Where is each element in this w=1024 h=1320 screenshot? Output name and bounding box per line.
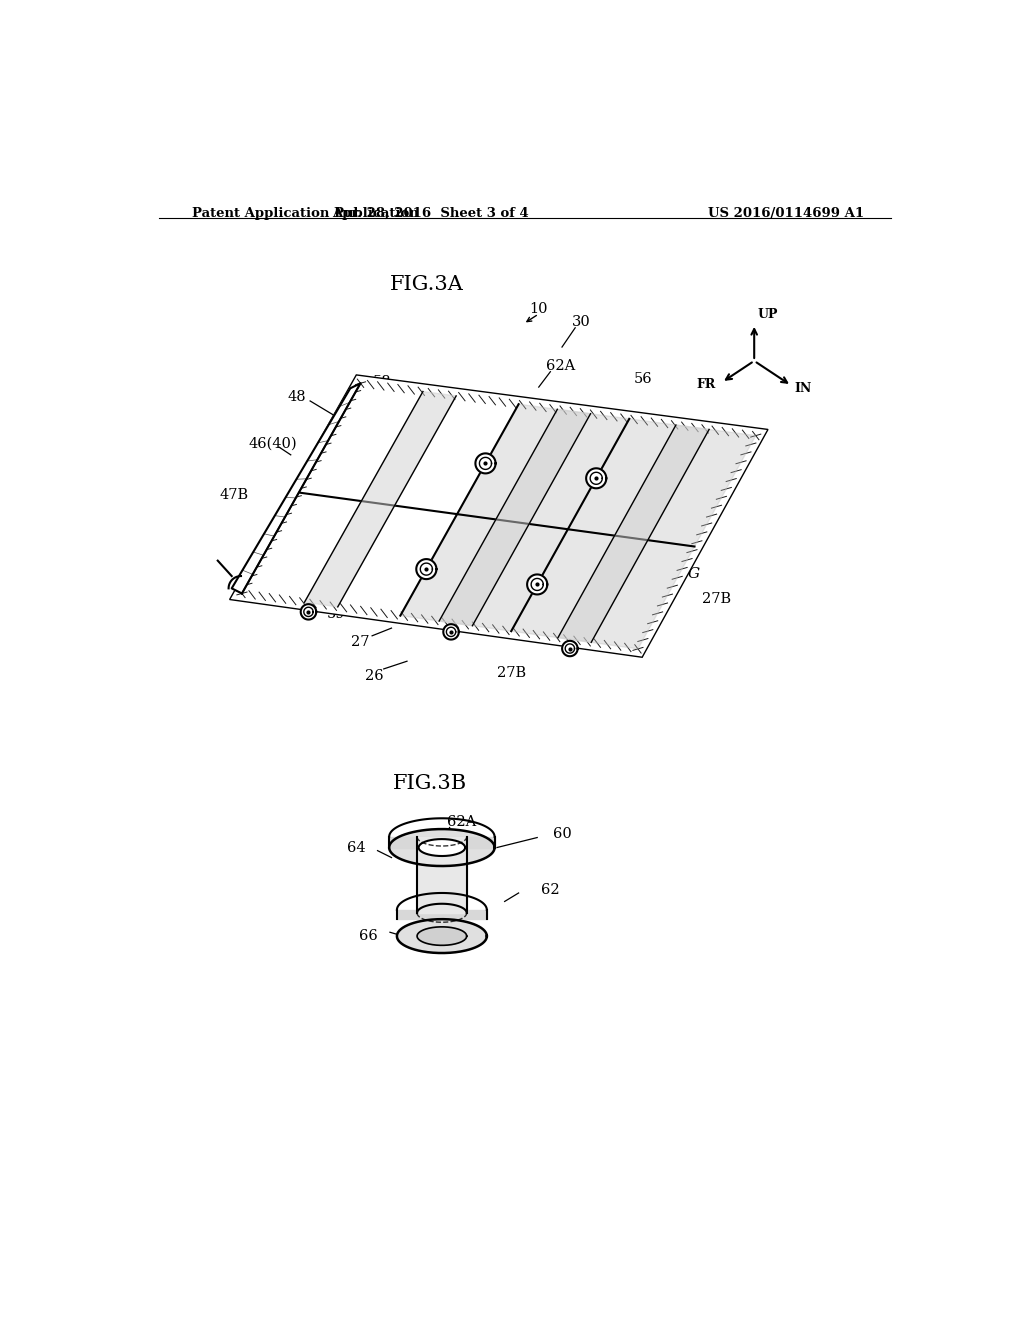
Text: 59: 59: [327, 607, 345, 622]
Text: 58: 58: [289, 578, 308, 593]
Polygon shape: [397, 919, 486, 953]
Text: 27B: 27B: [702, 591, 731, 606]
Polygon shape: [229, 375, 768, 657]
Text: Apr. 28, 2016  Sheet 3 of 4: Apr. 28, 2016 Sheet 3 of 4: [332, 207, 528, 220]
Text: 62A: 62A: [546, 359, 575, 374]
Text: 10: 10: [529, 301, 548, 315]
Circle shape: [417, 560, 436, 579]
Text: 64: 64: [347, 841, 366, 854]
Circle shape: [443, 624, 459, 640]
Text: UP: UP: [758, 308, 778, 321]
Polygon shape: [558, 425, 709, 643]
Polygon shape: [419, 840, 465, 855]
Text: 30: 30: [572, 315, 591, 330]
Circle shape: [475, 453, 496, 474]
Text: 27B: 27B: [497, 665, 526, 680]
Text: 20: 20: [262, 564, 281, 577]
Polygon shape: [242, 383, 756, 649]
Circle shape: [562, 640, 578, 656]
Text: G: G: [602, 606, 614, 619]
Text: G: G: [599, 502, 610, 516]
Text: 26: 26: [366, 669, 384, 682]
Text: Patent Application Publication: Patent Application Publication: [191, 207, 418, 220]
Polygon shape: [439, 409, 591, 626]
Polygon shape: [231, 383, 360, 594]
Text: 60: 60: [460, 425, 478, 438]
Text: G: G: [443, 560, 456, 573]
Text: 46(40): 46(40): [248, 437, 297, 450]
Text: 47B: 47B: [219, 488, 248, 502]
Text: IN: IN: [795, 381, 812, 395]
Circle shape: [301, 605, 316, 619]
Text: 62A: 62A: [446, 816, 476, 829]
Text: G: G: [688, 568, 699, 581]
Text: 60: 60: [553, 828, 571, 841]
Text: 48: 48: [288, 391, 306, 404]
Circle shape: [527, 574, 547, 594]
Text: US 2016/0114699 A1: US 2016/0114699 A1: [709, 207, 864, 220]
Text: 66: 66: [358, 929, 378, 942]
Text: 62A: 62A: [344, 520, 374, 533]
Polygon shape: [511, 529, 694, 649]
Text: 60: 60: [312, 494, 331, 508]
Circle shape: [586, 469, 606, 488]
Text: FR: FR: [697, 378, 716, 391]
Polygon shape: [389, 829, 495, 866]
Text: FIG.3B: FIG.3B: [393, 775, 467, 793]
Text: 58: 58: [373, 375, 391, 388]
Polygon shape: [417, 837, 467, 913]
Text: 27: 27: [351, 635, 370, 649]
Polygon shape: [389, 837, 495, 847]
Polygon shape: [400, 513, 568, 631]
Polygon shape: [304, 392, 456, 607]
Polygon shape: [568, 418, 756, 546]
Polygon shape: [457, 404, 630, 529]
Polygon shape: [242, 383, 756, 649]
Polygon shape: [417, 927, 467, 945]
Polygon shape: [397, 909, 486, 919]
Text: 56: 56: [634, 372, 652, 387]
Text: 62: 62: [541, 883, 560, 896]
Text: FIG.3A: FIG.3A: [389, 276, 463, 294]
